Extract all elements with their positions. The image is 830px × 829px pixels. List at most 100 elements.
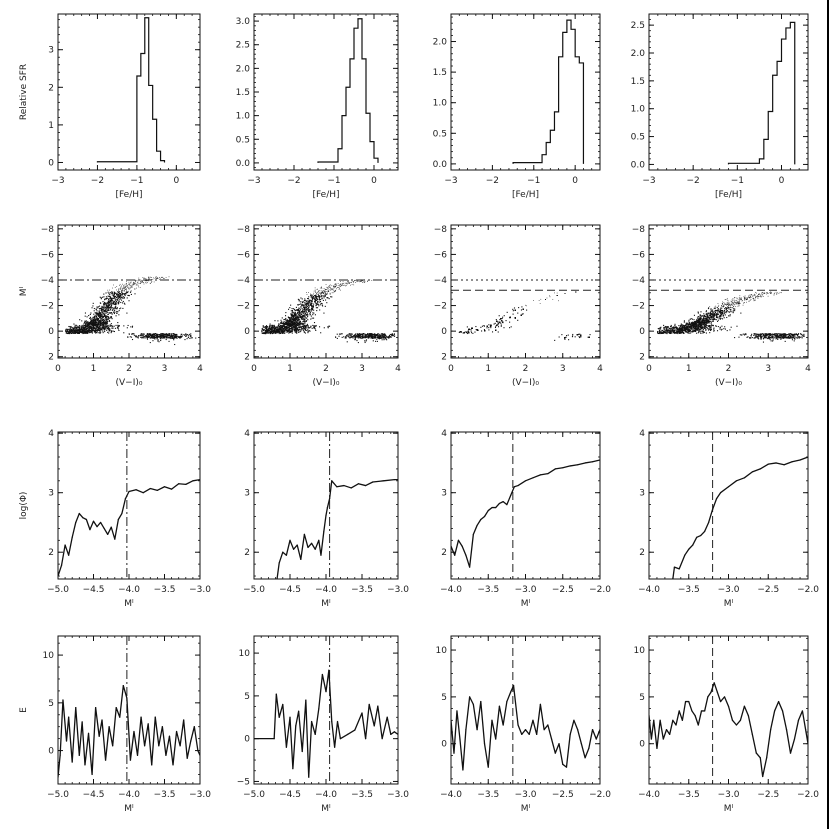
cmd-point [283,321,285,323]
cmd-point [122,290,124,292]
cmd-point [91,318,93,320]
cmd-point [92,322,94,324]
x-tick-label: 0 [251,364,257,374]
cmd-point [294,331,296,333]
cmd-point [296,327,298,329]
cmd-point [361,333,363,335]
cmd-point [306,303,308,305]
cmd-point [262,326,264,328]
cmd-point [110,298,112,300]
cmd-point [285,322,287,325]
cmd-point [303,318,306,320]
cmd-point [366,336,368,338]
cmd-point [294,319,296,321]
cmd-point [307,304,310,306]
y-tick-label: −2 [41,302,54,312]
cmd-point [165,333,168,335]
cmd-point [314,314,316,316]
cmd-point [145,281,147,283]
cmd-point [303,310,305,312]
cmd-point [132,286,134,288]
cmd-point [335,290,336,292]
cmd-point [105,316,107,318]
cmd-point [296,330,298,332]
cmd-point [307,325,309,327]
cmd-point [278,331,280,333]
cmd-point [113,293,115,295]
cmd-point [302,323,304,325]
cmd-point [95,331,97,333]
cmd-point [78,331,80,333]
cmd-point [295,325,297,327]
cmd-point [305,307,307,309]
cmd-point [156,333,158,335]
cmd-point [105,326,107,329]
cmd-point [290,324,292,326]
cmd-point [349,334,351,336]
cmd-point [391,333,394,335]
cmd-point [321,295,323,297]
cmd-point [177,335,179,337]
cmd-point [100,319,102,321]
cmd-point [97,318,99,320]
cmd-point [103,302,105,304]
cmd-point [313,297,315,299]
cmd-point [293,328,295,330]
cmd-point [163,278,165,279]
cmd-point [355,335,357,338]
cmd-point [278,331,280,333]
cmd-point [85,332,87,334]
cmd-point [276,326,278,328]
cmd-point [302,328,304,330]
cmd-point [114,307,116,309]
cmd-point [93,315,95,317]
cmd-point [269,326,271,328]
cmd-point [117,291,119,292]
cmd-point [280,327,282,329]
cmd-point [95,326,97,328]
cmd-point [73,332,75,334]
cmd-point [95,328,97,330]
cmd-point [370,335,373,337]
cmd-point [170,334,173,336]
cmd-point [303,306,305,308]
cmd-point [102,324,104,326]
cmd-point [97,313,99,315]
cmd-point [145,335,147,337]
cmd-point [387,337,389,339]
cmd-point [140,337,143,339]
cmd-point [114,303,117,306]
cmd-point [359,281,360,283]
cmd-point [131,326,133,328]
cmd-point [294,327,296,329]
cmd-point [305,302,307,304]
cmd-point [284,315,287,317]
cmd-point [269,332,271,334]
cmd-point [71,332,73,334]
cmd-point [117,324,119,326]
cmd-point [328,287,329,289]
cmd-point [363,280,365,282]
cmd-point [580,336,582,338]
hist-bin [759,159,763,165]
cmd-point [334,283,336,285]
cmd-point [101,315,103,317]
cmd-point [321,288,323,289]
cmd-point [121,292,123,294]
hist-bin [777,61,781,164]
hist-bin [354,28,358,163]
cmd-point [353,281,355,282]
cmd-point [270,327,272,329]
plot-area [512,19,585,164]
cmd-point [79,328,81,331]
cmd-point [118,291,120,293]
cmd-point [158,336,160,338]
cmd-point [145,278,147,280]
cmd-point [165,333,167,335]
cmd-point [321,292,322,294]
cmd-point [464,331,466,333]
cmd-point [99,331,101,333]
cmd-point [371,337,373,339]
panel-cmd-3: 0 1 2 3 420−2−4−6−8(V−I)₀ [434,224,603,388]
cmd-point [159,337,161,339]
